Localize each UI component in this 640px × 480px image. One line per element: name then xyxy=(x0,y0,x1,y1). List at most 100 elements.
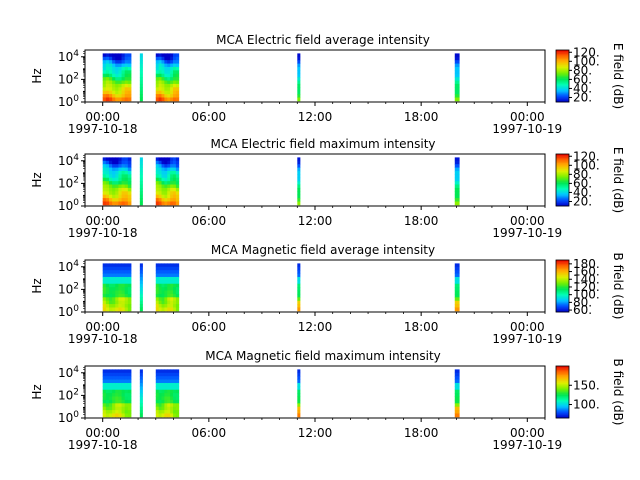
spectrogram-cell xyxy=(167,170,171,175)
x-date-label: 1997-10-18 xyxy=(68,438,138,452)
colorbar-swatch xyxy=(556,261,569,263)
colorbar-swatch xyxy=(556,51,569,53)
spectrogram-cell xyxy=(161,304,165,308)
spectrogram-cell xyxy=(105,287,110,291)
spectrogram-cell xyxy=(164,53,168,58)
spectrogram-cell xyxy=(161,201,165,206)
spectrogram-cell xyxy=(155,403,160,408)
spectrogram-cell xyxy=(454,413,460,418)
spectrogram-cell xyxy=(297,413,301,418)
spectrogram-cell xyxy=(124,87,129,92)
spectrogram-cell xyxy=(139,177,143,182)
spectrogram-cell xyxy=(139,167,143,172)
spectrogram-cell xyxy=(170,410,174,414)
spectrogram-cell xyxy=(102,386,107,391)
spectrogram-cell xyxy=(124,77,129,81)
spectrogram-cell xyxy=(454,174,460,179)
spectrogram-cell xyxy=(164,80,168,85)
spectrogram-cell xyxy=(454,280,460,285)
spectrogram-cell xyxy=(155,382,160,387)
spectrogram-cell xyxy=(112,181,116,185)
spectrogram-cell xyxy=(158,198,162,202)
data-segment xyxy=(454,157,460,206)
spectrogram-cell xyxy=(155,266,160,271)
spectrogram-cell xyxy=(127,164,132,168)
spectrogram-cell xyxy=(454,97,460,102)
spectrogram-cell xyxy=(454,263,460,268)
spectrogram-cell xyxy=(167,413,171,418)
spectrogram-cell xyxy=(170,393,174,397)
spectrogram-cell xyxy=(102,83,107,88)
spectrogram-cell xyxy=(297,90,301,95)
spectrogram-cell xyxy=(105,270,110,274)
spectrogram-cell xyxy=(121,290,126,295)
colorbar-swatch xyxy=(556,172,569,174)
spectrogram-cell xyxy=(121,177,126,182)
spectrogram-cell xyxy=(454,399,460,404)
spectrogram-cell xyxy=(118,170,122,175)
spectrogram-cell xyxy=(139,56,143,61)
colorbar-swatch xyxy=(556,52,569,55)
spectrogram-cell xyxy=(173,194,177,199)
spectrogram-cell xyxy=(155,187,160,192)
spectrogram-cell xyxy=(102,263,107,268)
spectrogram-cell xyxy=(454,293,460,298)
x-tick-label: 06:00 xyxy=(192,214,227,228)
spectrogram-cell xyxy=(102,399,107,404)
spectrogram-cell xyxy=(115,280,119,285)
spectrogram-cell xyxy=(108,181,113,185)
spectrogram-cell xyxy=(167,56,171,61)
spectrogram-cell xyxy=(175,60,180,64)
spectrogram-cell xyxy=(115,164,119,168)
spectrogram-cell xyxy=(158,201,162,206)
spectrogram-cell xyxy=(158,70,162,75)
spectrogram-cell xyxy=(155,181,160,185)
spectrogram-cell xyxy=(112,297,116,302)
spectrogram-cell xyxy=(115,297,119,302)
spectrogram-cell xyxy=(108,413,113,418)
spectrogram-cell xyxy=(102,63,107,68)
colorbar-swatch xyxy=(556,56,569,59)
spectrogram-cell xyxy=(102,177,107,182)
spectrogram-cell xyxy=(454,307,460,312)
spectrogram-cell xyxy=(454,287,460,291)
spectrogram-cell xyxy=(454,389,460,394)
spectrogram-cell xyxy=(158,276,162,281)
colorbar-swatch xyxy=(556,405,569,407)
spectrogram-cell xyxy=(297,63,301,68)
panel-2: MCA Electric field maximum intensity 00:0… xyxy=(30,137,625,240)
spectrogram-cell xyxy=(118,270,122,274)
spectrogram-cell xyxy=(297,396,301,401)
spectrogram-cell xyxy=(139,300,143,305)
spectrogram-cell xyxy=(297,266,301,271)
spectrogram-cell xyxy=(170,66,174,71)
spectrogram-cell xyxy=(115,410,119,414)
spectrogram-cell xyxy=(124,293,129,298)
spectrogram-cell xyxy=(175,167,180,172)
spectrogram-cell xyxy=(108,276,113,281)
spectrogram-cell xyxy=(115,73,119,78)
y-tick-label: 102 xyxy=(58,281,79,296)
spectrogram-cell xyxy=(121,386,126,391)
spectrogram-cell xyxy=(127,290,132,295)
spectrogram-cell xyxy=(102,290,107,295)
spectrogram-cell xyxy=(112,406,116,411)
colorbar-swatch xyxy=(556,296,569,298)
colorbar-swatch xyxy=(556,260,569,262)
spectrogram-cell xyxy=(118,184,122,189)
spectrogram-cell xyxy=(167,307,171,312)
spectrogram-cell xyxy=(102,280,107,285)
spectrogram-cell xyxy=(121,87,126,92)
spectrogram-cell xyxy=(164,63,168,68)
spectrogram-cell xyxy=(108,164,113,168)
spectrogram-cell xyxy=(112,60,116,64)
spectrogram-cell xyxy=(108,70,113,75)
spectrogram-cell xyxy=(102,174,107,179)
spectrogram-cell xyxy=(139,393,143,397)
colorbar-swatch xyxy=(556,382,569,385)
spectrogram-cell xyxy=(127,376,132,380)
spectrogram-cell xyxy=(155,66,160,71)
spectrogram-cell xyxy=(297,369,301,374)
spectrogram-cell xyxy=(102,187,107,192)
spectrogram-cell xyxy=(155,53,160,58)
